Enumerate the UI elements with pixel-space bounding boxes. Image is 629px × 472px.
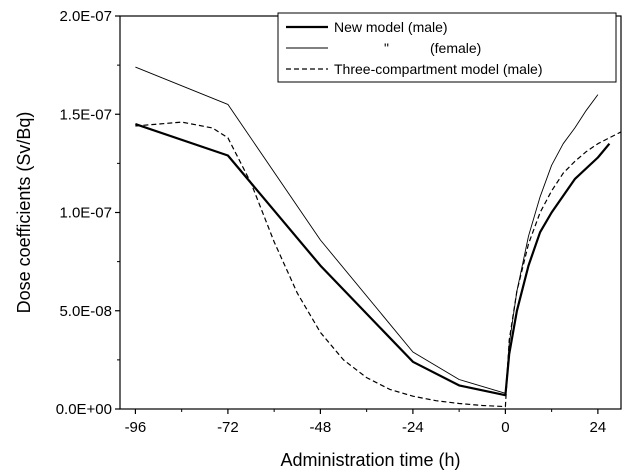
y-tick-label: 1.0E-07 <box>59 205 112 222</box>
x-tick-label: 24 <box>590 419 607 436</box>
legend-label-suffix-2: (female) <box>430 40 481 56</box>
legend: New model (male) " (female) Three-compartme… <box>277 12 617 83</box>
y-tick-label: 0.0E+00 <box>56 401 112 418</box>
y-tick-label: 2.0E-07 <box>59 8 112 25</box>
series-line-2 <box>135 66 599 394</box>
legend-box <box>277 12 617 83</box>
x-tick-label: -72 <box>217 419 239 436</box>
y-tick-label: 1.5E-07 <box>59 106 112 123</box>
legend-label-1: New model (male) <box>334 19 448 35</box>
x-tick-label: 0 <box>501 419 509 436</box>
legend-label-3: Three-compartment model (male) <box>334 61 543 77</box>
x-tick-label: -48 <box>310 419 332 436</box>
legend-label-2: " <box>384 40 389 56</box>
x-tick-label: -96 <box>125 419 147 436</box>
y-axis-title: Dose coefficients (Sv/Bq) <box>14 112 34 314</box>
y-tick-label: 5.0E-08 <box>59 303 112 320</box>
x-axis-title: Administration time (h) <box>280 450 460 470</box>
series-line-1 <box>135 123 611 397</box>
axes: -96 -72 -48 -24 0 24 0.0E+00 5.0E-08 1.0E-07 1.5E… <box>56 8 622 436</box>
series-layer <box>135 66 621 408</box>
x-tick-label: -24 <box>402 419 424 436</box>
series-line-3 <box>135 121 621 408</box>
